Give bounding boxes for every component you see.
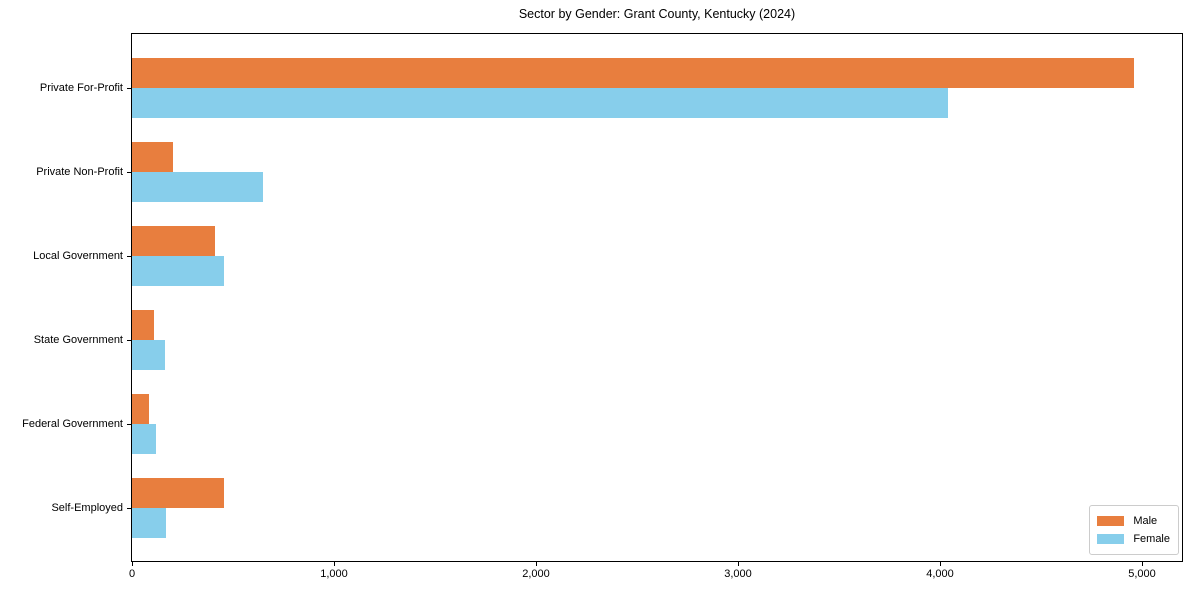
x-tick-mark: [738, 562, 739, 566]
y-tick-mark: [127, 172, 131, 173]
x-tick-mark: [1142, 562, 1143, 566]
x-tick-mark: [940, 562, 941, 566]
y-tick-mark: [127, 88, 131, 89]
bar-female-local-government: [132, 255, 224, 286]
legend-label-male: Male: [1133, 515, 1158, 527]
y-tick-label-federal-government: Federal Government: [22, 418, 123, 430]
x-tick-mark: [536, 562, 537, 566]
y-tick-label-private-non-profit: Private Non-Profit: [36, 166, 123, 178]
x-tick-label-0: 0: [128, 568, 136, 580]
legend: Male Female: [1089, 505, 1179, 555]
bar-male-state-government: [132, 309, 155, 340]
y-tick-label-local-government: Local Government: [33, 250, 123, 262]
x-tick-label-3-000: 3,000: [724, 568, 752, 580]
legend-label-female: Female: [1133, 533, 1170, 545]
bar-female-federal-government: [132, 423, 157, 454]
bar-male-self-employed: [132, 477, 224, 508]
chart-title: Sector by Gender: Grant County, Kentucky…: [518, 7, 796, 21]
x-tick-label-2-000: 2,000: [522, 568, 550, 580]
x-tick-mark: [334, 562, 335, 566]
x-tick-label-1-000: 1,000: [320, 568, 348, 580]
bar-male-federal-government: [132, 393, 150, 424]
y-tick-mark: [127, 508, 131, 509]
y-tick-label-private-for-profit: Private For-Profit: [39, 82, 123, 94]
y-tick-mark: [127, 424, 131, 425]
legend-entry-female: Female: [1097, 530, 1170, 548]
x-tick-label-4-000: 4,000: [926, 568, 954, 580]
y-tick-label-state-government: State Government: [33, 334, 123, 346]
bar-male-private-non-profit: [132, 141, 174, 172]
y-tick-label-self-employed: Self-Employed: [51, 502, 123, 514]
y-tick-mark: [127, 340, 131, 341]
bar-male-local-government: [132, 225, 215, 256]
legend-swatch-male: [1097, 516, 1125, 526]
bar-female-private-for-profit: [132, 87, 948, 118]
legend-entry-male: Male: [1097, 512, 1170, 530]
x-tick-label-5-000: 5,000: [1128, 568, 1156, 580]
bar-male-private-for-profit: [132, 57, 1134, 88]
bar-female-self-employed: [132, 507, 167, 538]
legend-swatch-female: [1097, 534, 1125, 544]
plot-area: Male Female: [131, 33, 1183, 562]
bar-female-state-government: [132, 339, 166, 370]
bar-female-private-non-profit: [132, 171, 264, 202]
x-tick-mark: [132, 562, 133, 566]
y-tick-mark: [127, 256, 131, 257]
